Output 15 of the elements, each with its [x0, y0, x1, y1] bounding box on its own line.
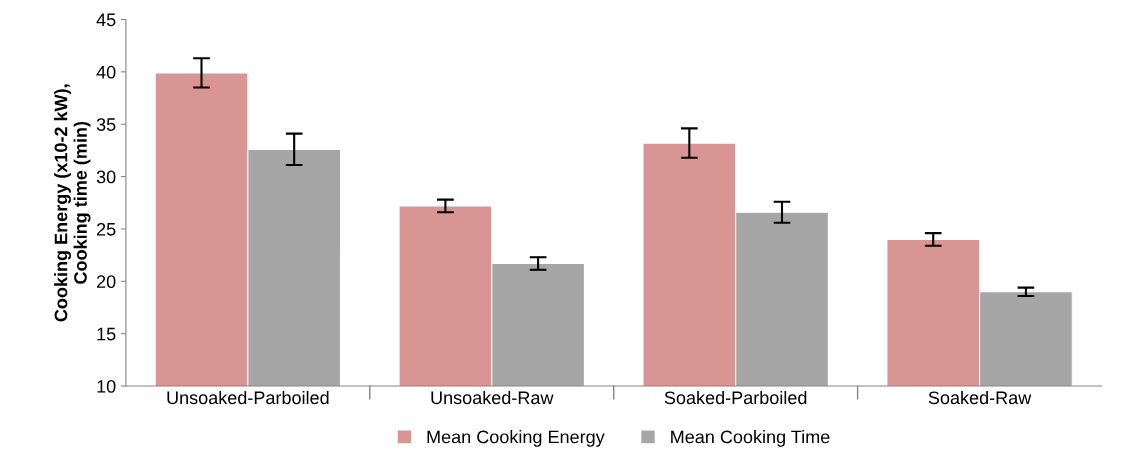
y-axis-title: Cooking Energy (x10-2 kW), Cooking time (min) [54, 84, 91, 322]
y-tick-label: 25 [96, 222, 116, 236]
y-tick-label: 30 [96, 170, 116, 184]
x-tick-label: Soaked-Parboiled [664, 390, 807, 405]
legend-label: Mean Cooking Time [671, 430, 830, 447]
y-tick-label: 20 [96, 275, 116, 289]
y-tick-label: 45 [96, 13, 116, 27]
y-tick-label: 10 [97, 379, 116, 393]
y-tick-label: 35 [96, 118, 116, 131]
y-tick-label: 40 [96, 65, 116, 79]
x-tick-label: Unsoaked-Raw [431, 390, 554, 405]
y-tick-label: 15 [97, 327, 116, 341]
legend-label: Mean Cooking Energy [427, 430, 605, 447]
x-tick-label: Soaked-Raw [928, 390, 1032, 405]
x-tick-label: Unsoaked-Parboiled [167, 390, 329, 405]
